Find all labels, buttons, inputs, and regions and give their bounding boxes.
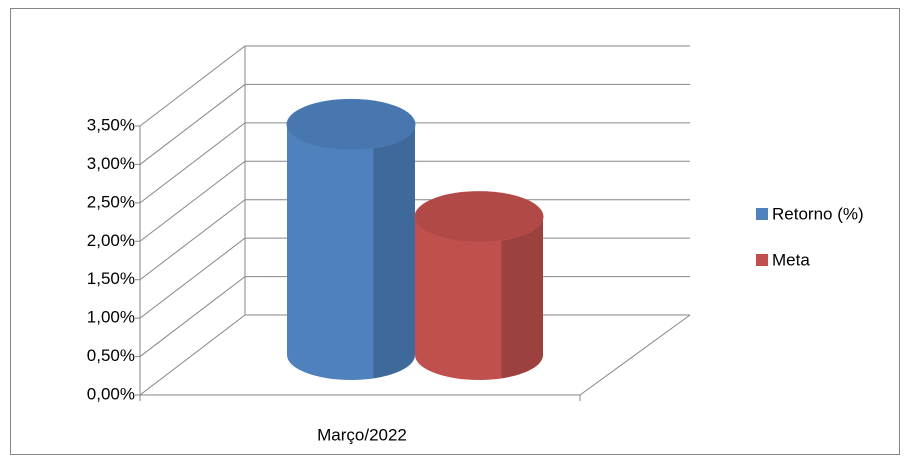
legend-label: Retorno (%): [772, 204, 864, 223]
grid-line: [139, 83, 690, 165]
floor-edge: [579, 314, 691, 396]
grid-line: [139, 45, 690, 127]
legend-swatch: [756, 254, 768, 266]
y-tick-label: 3,50%: [87, 115, 135, 134]
y-tick-label: 2,50%: [87, 192, 135, 211]
grid-line: [139, 122, 690, 204]
y-tick-label: 1,50%: [87, 269, 135, 288]
bar-shade: [373, 124, 415, 379]
y-tick-label: 3,00%: [87, 154, 135, 173]
grid-line: [139, 199, 690, 281]
y-tick-label: 2,00%: [87, 231, 135, 250]
bar-top: [414, 191, 544, 243]
bar-top-shade: [287, 99, 415, 150]
bar-body: [287, 124, 415, 380]
bar: [414, 191, 544, 380]
bar-shade: [501, 216, 543, 379]
grid-line: [139, 160, 690, 242]
x-tick-label: Março/2022: [317, 425, 407, 444]
bar-top-shade: [415, 191, 543, 242]
legend-label: Meta: [772, 250, 810, 269]
y-tick-label: 1,00%: [87, 308, 135, 327]
bar-top: [286, 98, 416, 150]
bar: [286, 98, 416, 380]
legend-swatch: [756, 208, 768, 220]
bar-body: [415, 216, 543, 380]
y-tick-label: 0,00%: [87, 384, 135, 403]
y-tick-label: 0,50%: [87, 346, 135, 365]
